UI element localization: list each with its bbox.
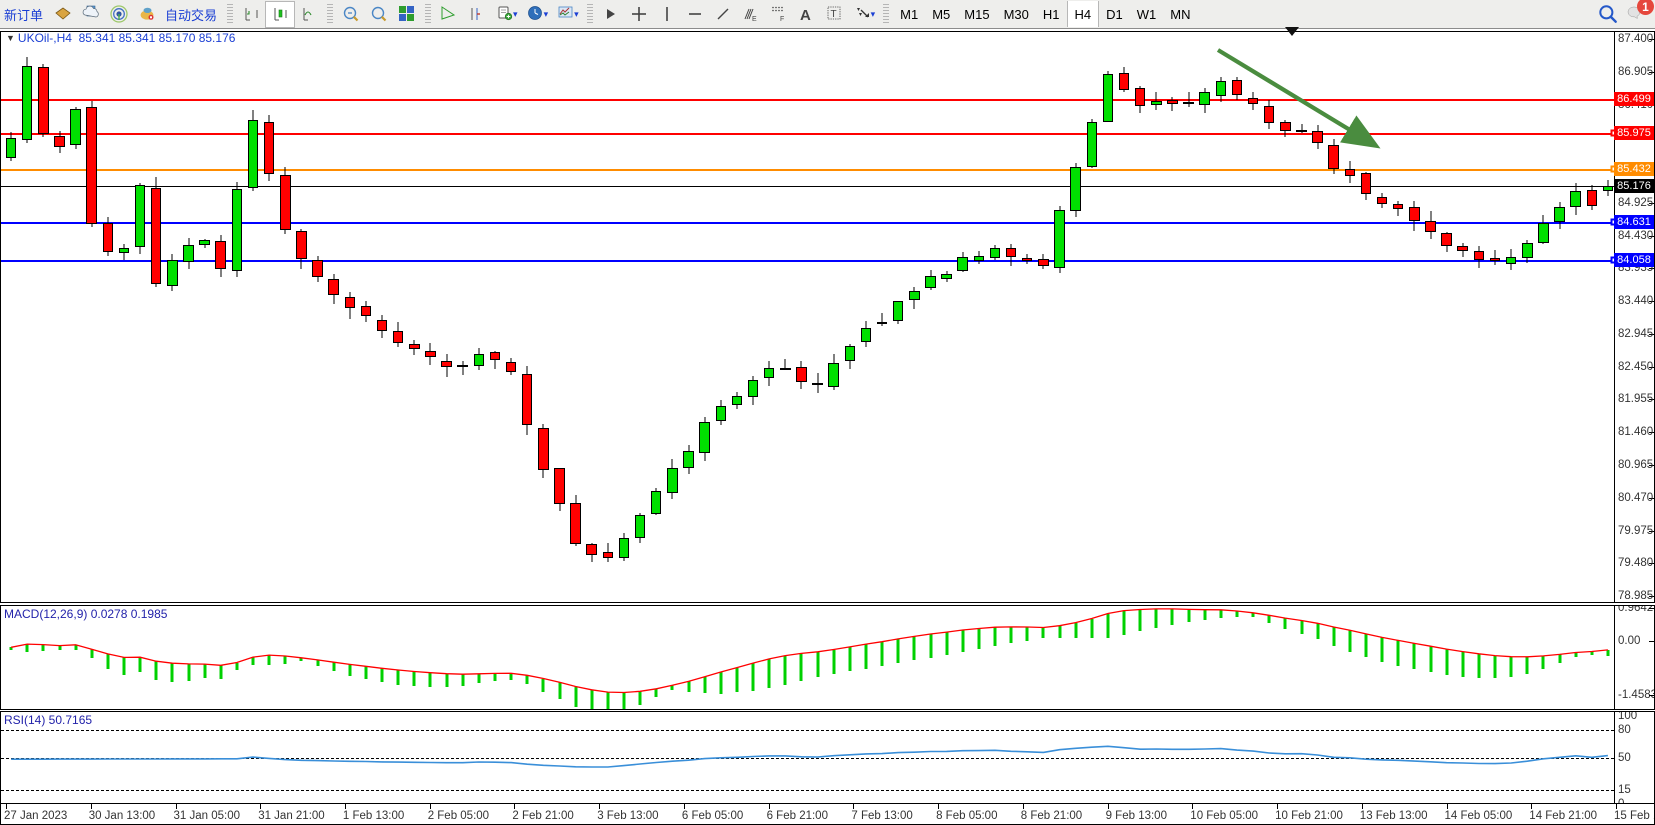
svg-text:F: F — [780, 16, 784, 23]
svg-text:E: E — [752, 16, 757, 23]
svg-text:T: T — [830, 9, 836, 20]
svg-text:A: A — [800, 7, 811, 24]
